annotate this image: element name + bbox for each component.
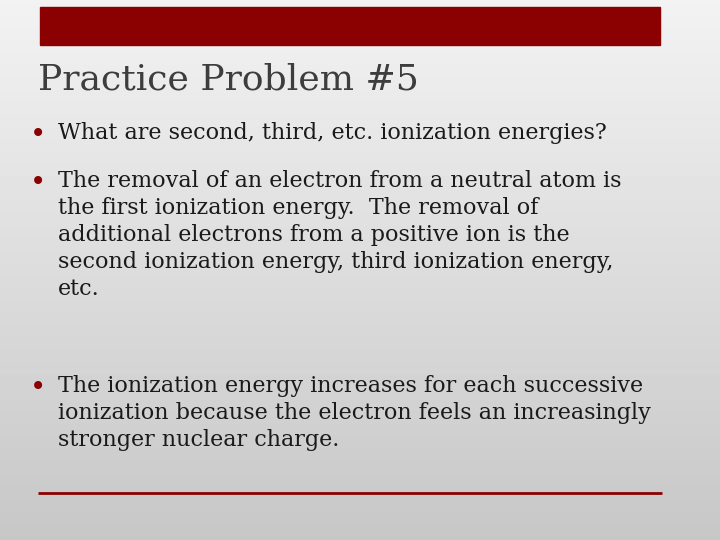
Text: The ionization energy increases for each successive
ionization because the elect: The ionization energy increases for each… xyxy=(58,375,651,451)
Text: •: • xyxy=(30,170,46,197)
Text: •: • xyxy=(30,375,46,402)
Text: •: • xyxy=(30,122,46,149)
Text: Practice Problem #5: Practice Problem #5 xyxy=(38,62,419,96)
Bar xyxy=(40,7,660,45)
Text: The removal of an electron from a neutral atom is
the first ionization energy.  : The removal of an electron from a neutra… xyxy=(58,170,621,300)
Text: What are second, third, etc. ionization energies?: What are second, third, etc. ionization … xyxy=(58,122,607,144)
